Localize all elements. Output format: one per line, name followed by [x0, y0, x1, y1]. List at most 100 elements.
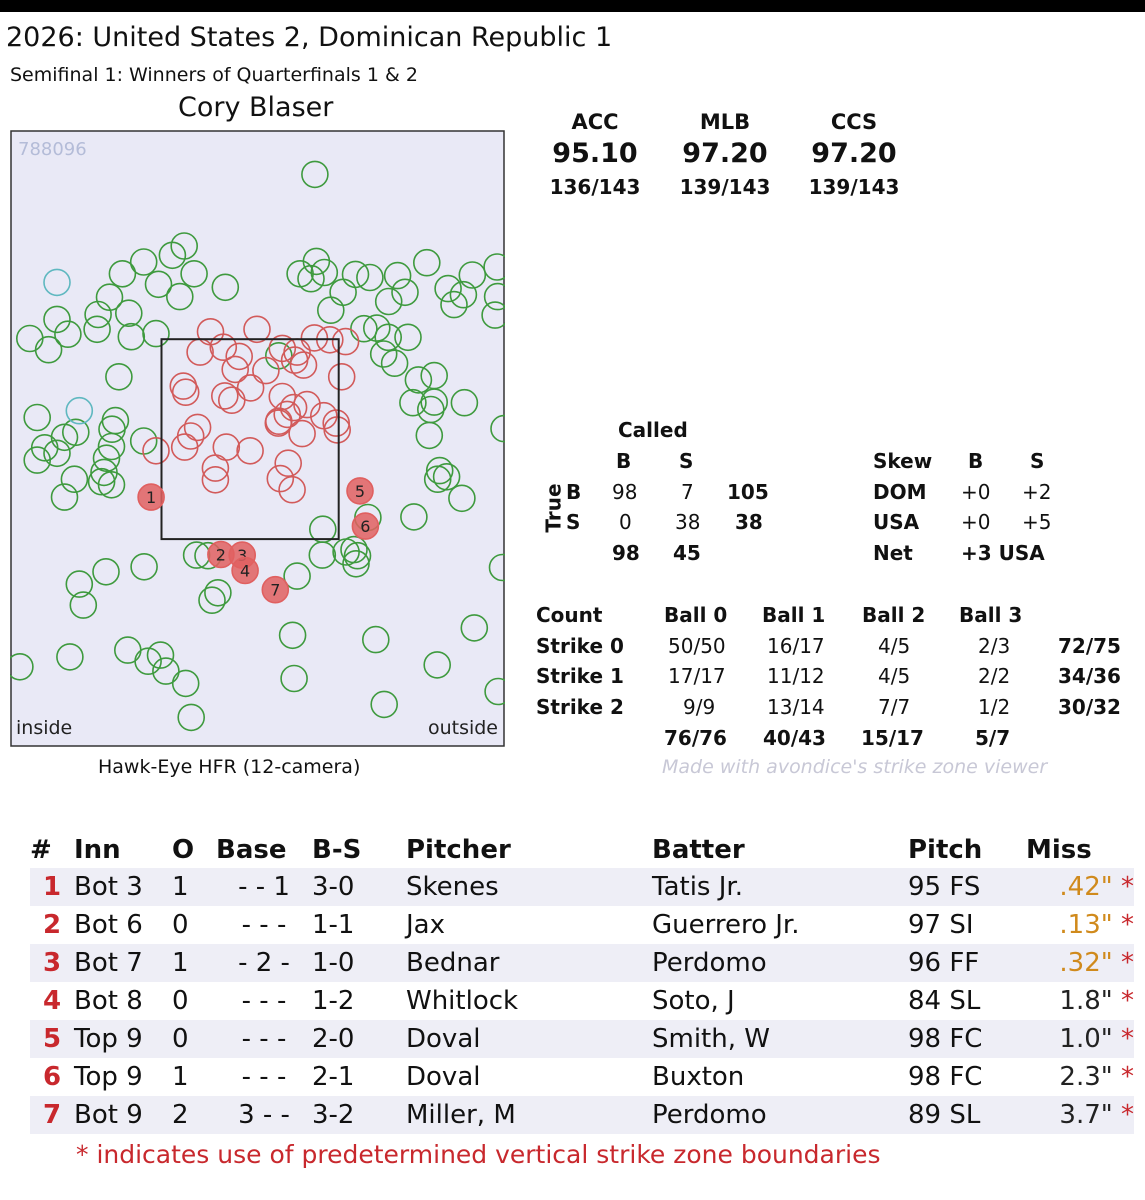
strike-pitch-marker — [264, 407, 293, 436]
true-axis-label: True — [541, 483, 566, 533]
s1-b3: 2/2 — [978, 664, 1011, 688]
s1-total: 34/36 — [1058, 664, 1121, 688]
strike-pitch-marker — [221, 355, 249, 384]
col-total-s: 45 — [673, 541, 701, 565]
row-inning: Bot 7 — [74, 944, 172, 982]
ball-pitch-marker — [114, 636, 142, 664]
ball-pitch-marker — [423, 651, 452, 679]
row-pitcher: Doval — [406, 1020, 652, 1058]
ball-pitch-marker — [383, 261, 412, 290]
row-pitcher: Whitlock — [406, 986, 519, 1016]
row-pitcher: Jax — [406, 910, 445, 940]
missed-call-label: 6 — [360, 517, 370, 536]
row-base: 3 - - — [216, 1096, 312, 1134]
ball1-header: Ball 1 — [762, 603, 826, 627]
table-row: 4 Bot 8 0 - - - 1-2 Whitlock Soto, J 84 SL 1.8" … — [30, 982, 1134, 1020]
row-miss: .32" * — [1026, 944, 1134, 982]
strike-pitch-marker — [225, 342, 253, 371]
ball-pitch-marker — [180, 260, 208, 288]
missed-call-label: 2 — [216, 546, 226, 565]
row-miss: 1.8" * — [1026, 982, 1134, 1020]
s0-b3: 2/3 — [978, 634, 1011, 658]
ball-pitch-marker — [84, 300, 112, 329]
plot-background — [10, 130, 505, 747]
called-header: Called — [618, 418, 688, 442]
cell-sb: 0 — [619, 510, 632, 534]
ball-pitch-marker — [340, 535, 368, 564]
ball-pitch-marker — [420, 361, 449, 390]
skew-b-col: B — [968, 449, 984, 473]
mlb-column: MLB 97.20 139/143 — [660, 110, 790, 199]
strike-pitch-marker — [268, 382, 297, 411]
zone-boundary-star: * — [1121, 1024, 1134, 1054]
strike-pitch-marker — [273, 400, 302, 429]
pitch-id-label: 788096 — [18, 139, 87, 160]
strike-pitch-marker — [266, 464, 295, 493]
ball-pitch-marker — [399, 388, 427, 417]
missed-calls-table: # Inn O Base B-S Pitcher Batter Pitch Mi… — [30, 832, 1134, 1134]
pitch-marker-alt — [43, 268, 71, 297]
ball-pitch-marker — [297, 264, 325, 293]
row-total-s: 38 — [735, 510, 763, 534]
ball-pitch-marker — [83, 315, 111, 344]
row-inning: Bot 8 — [74, 986, 143, 1016]
missed-call-label: 1 — [146, 488, 156, 507]
ball-pitch-marker — [171, 669, 200, 698]
col-pitcher: Pitcher — [406, 835, 511, 865]
skew-net-value: +3 USA — [961, 541, 1045, 565]
row-pitcher: Skenes — [406, 868, 652, 906]
row-batter: Guerrero Jr. — [652, 910, 800, 940]
called-b-col: B — [616, 449, 632, 473]
ball-pitch-marker — [404, 366, 433, 394]
miss-distance: 3.7" — [1059, 1100, 1113, 1130]
b3-total: 5/7 — [975, 726, 1011, 750]
strike-pitch-marker — [211, 382, 239, 410]
ccs-column: CCS 97.20 139/143 — [789, 110, 919, 199]
ball-pitch-marker — [23, 403, 52, 432]
ball-pitch-marker — [50, 483, 79, 511]
strike-pitch-marker — [278, 475, 306, 504]
ball-pitch-marker — [369, 340, 398, 368]
col-miss: Miss — [1026, 835, 1092, 865]
s2-b3: 1/2 — [978, 695, 1011, 719]
ball-pitch-marker — [92, 557, 120, 586]
strike-pitch-marker — [300, 324, 329, 352]
row-pitch: 95 FS — [908, 868, 1026, 906]
missed-call-marker — [346, 477, 374, 505]
acc-column: ACC 95.10 136/143 — [530, 110, 660, 199]
col-base: Base — [216, 835, 287, 865]
skew-dom-label: DOM — [873, 480, 927, 504]
strike-zone-box — [160, 338, 340, 541]
ball-pitch-marker — [280, 664, 308, 693]
row-number: 1 — [30, 868, 74, 906]
ball-pitch-marker — [170, 232, 198, 260]
row-outs: 0 — [172, 910, 189, 940]
strike0-label: Strike 0 — [536, 634, 624, 658]
row-number: 4 — [42, 986, 62, 1016]
ball-pitch-marker — [65, 570, 94, 598]
row-batter: Tatis Jr. — [652, 868, 908, 906]
ball-pitch-marker — [166, 282, 194, 311]
ball-pitch-marker — [60, 465, 89, 494]
ball-pitch-marker — [95, 283, 124, 311]
ball-pitch-marker — [342, 549, 370, 578]
ball-pitch-marker — [416, 395, 445, 424]
ball-pitch-marker — [69, 591, 98, 619]
skew-usa-s: +5 — [1022, 510, 1052, 534]
s2-total: 30/32 — [1058, 695, 1121, 719]
ball-pitch-marker — [283, 562, 311, 590]
row-number: 3 — [30, 944, 74, 982]
col-inning: Inn — [74, 835, 121, 865]
ball-pitch-marker — [56, 643, 84, 671]
ball-pitch-marker — [129, 248, 158, 276]
ccs-value: 97.20 — [811, 138, 897, 169]
row-inning: Top 9 — [74, 1062, 143, 1092]
row-outs: 1 — [172, 868, 216, 906]
miss-distance: 1.0" — [1059, 1024, 1113, 1054]
ball-pitch-marker — [425, 456, 454, 485]
s1-b0: 17/17 — [668, 664, 726, 688]
